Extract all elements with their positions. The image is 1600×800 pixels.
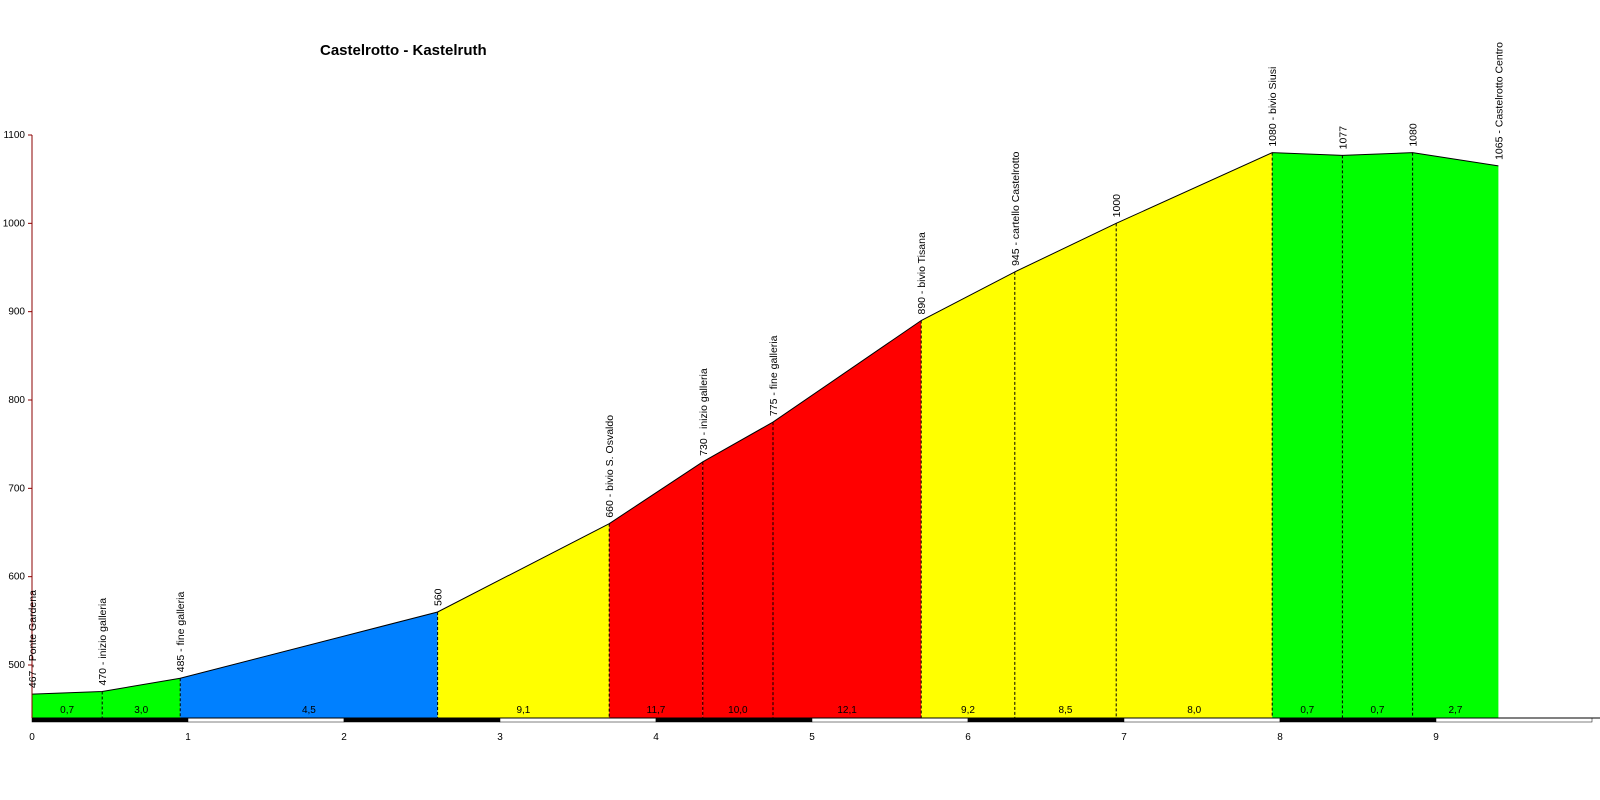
waypoint-labels: 467 - Ponte Gardena 470 - inizio galleria… bbox=[27, 42, 1505, 688]
grade-labels: 0,7 3,0 4,5 9,1 11,7 10,0 12,1 9,2 8,5 8,0 0,7 0,7 2… bbox=[60, 705, 1463, 716]
profile-segment bbox=[921, 271, 1015, 718]
grade-label: 2,7 bbox=[1449, 705, 1463, 716]
grade-label: 8,0 bbox=[1187, 705, 1201, 716]
waypoint-label: 775 - fine galleria bbox=[768, 335, 780, 416]
waypoint-label: 1077 bbox=[1337, 126, 1349, 150]
profile-segment bbox=[437, 523, 610, 718]
profile-segment bbox=[1116, 152, 1273, 718]
grade-label: 9,1 bbox=[516, 705, 530, 716]
x-tick-label: 5 bbox=[809, 732, 815, 743]
waypoint-label: 890 - bivio Tisana bbox=[916, 232, 928, 314]
waypoint-label: 1080 bbox=[1408, 123, 1420, 147]
x-tick-label: 3 bbox=[497, 732, 503, 743]
km-bar-segment bbox=[343, 717, 501, 723]
waypoint-label: 1080 - bivio Siusi bbox=[1267, 67, 1279, 147]
y-axis: 500 600 700 800 900 1000 1100 bbox=[3, 130, 33, 718]
profile-segment bbox=[609, 461, 703, 718]
grade-label: 8,5 bbox=[1059, 705, 1073, 716]
profile-segment bbox=[702, 422, 773, 718]
profile-segment bbox=[1272, 152, 1343, 718]
y-tick-label: 500 bbox=[8, 660, 25, 671]
waypoint-label: 945 - cartello Castelrotto bbox=[1010, 151, 1022, 266]
y-tick-label: 1000 bbox=[3, 218, 26, 229]
profile-segment bbox=[180, 612, 438, 718]
profile-segment bbox=[1412, 152, 1499, 718]
profile-segment bbox=[1342, 152, 1413, 718]
x-tick-label: 1 bbox=[185, 732, 191, 743]
segment-separators bbox=[101, 152, 1414, 718]
x-tick-label: 4 bbox=[653, 732, 659, 743]
km-bar-segment bbox=[1279, 717, 1437, 723]
km-bar-segment bbox=[655, 717, 813, 723]
grade-label: 12,1 bbox=[837, 705, 857, 716]
grade-label: 11,7 bbox=[647, 705, 666, 716]
grade-label: 3,0 bbox=[134, 705, 148, 716]
km-bar-segment bbox=[967, 717, 1125, 723]
km-bar-segment bbox=[187, 717, 345, 723]
chart-title: Castelrotto - Kastelruth bbox=[320, 42, 487, 59]
waypoint-label: 470 - inizio galleria bbox=[97, 598, 109, 686]
grade-label: 10,0 bbox=[728, 705, 748, 716]
waypoint-label: 1000 bbox=[1111, 194, 1123, 218]
profile-line bbox=[31, 152, 1499, 695]
grade-label: 0,7 bbox=[60, 705, 74, 716]
km-bar-segment bbox=[31, 717, 189, 723]
profile-areas bbox=[32, 152, 1499, 719]
waypoint-label: 660 - bivio S. Osvaldo bbox=[604, 415, 616, 518]
waypoint-label: 467 - Ponte Gardena bbox=[27, 590, 39, 688]
profile-segment bbox=[1014, 223, 1117, 719]
x-tick-label: 0 bbox=[29, 732, 35, 743]
grade-label: 4,5 bbox=[302, 705, 316, 716]
y-tick-label: 900 bbox=[8, 307, 25, 318]
y-tick-label: 700 bbox=[8, 483, 25, 494]
grade-label: 9,2 bbox=[961, 705, 975, 716]
x-tick-label: 9 bbox=[1433, 732, 1439, 743]
km-bar-segment bbox=[1123, 717, 1281, 723]
profile-segment bbox=[773, 320, 922, 718]
profile-segment bbox=[32, 691, 103, 718]
waypoint-label: 730 - inizio galleria bbox=[698, 368, 710, 456]
waypoint-label: 485 - fine galleria bbox=[175, 592, 187, 673]
x-tick-label: 7 bbox=[1121, 732, 1127, 743]
y-tick-label: 1100 bbox=[3, 130, 25, 141]
km-bar-segment bbox=[1435, 717, 1593, 723]
km-bar-segment bbox=[499, 717, 657, 723]
waypoint-label: 560 bbox=[433, 588, 445, 606]
km-bar-segment bbox=[811, 717, 969, 723]
profile-outline bbox=[31, 152, 1499, 695]
grade-label: 0,7 bbox=[1371, 705, 1385, 716]
x-axis: 0 1 2 3 4 5 6 7 8 9 bbox=[29, 717, 1600, 743]
x-tick-label: 6 bbox=[965, 732, 971, 743]
x-tick-label: 2 bbox=[341, 732, 347, 743]
waypoint-label: 1065 - Castelrotto Centro bbox=[1493, 42, 1505, 160]
y-tick-label: 600 bbox=[8, 572, 25, 583]
grade-label: 0,7 bbox=[1300, 705, 1314, 716]
y-tick-label: 800 bbox=[8, 395, 25, 406]
x-tick-label: 8 bbox=[1277, 732, 1283, 743]
